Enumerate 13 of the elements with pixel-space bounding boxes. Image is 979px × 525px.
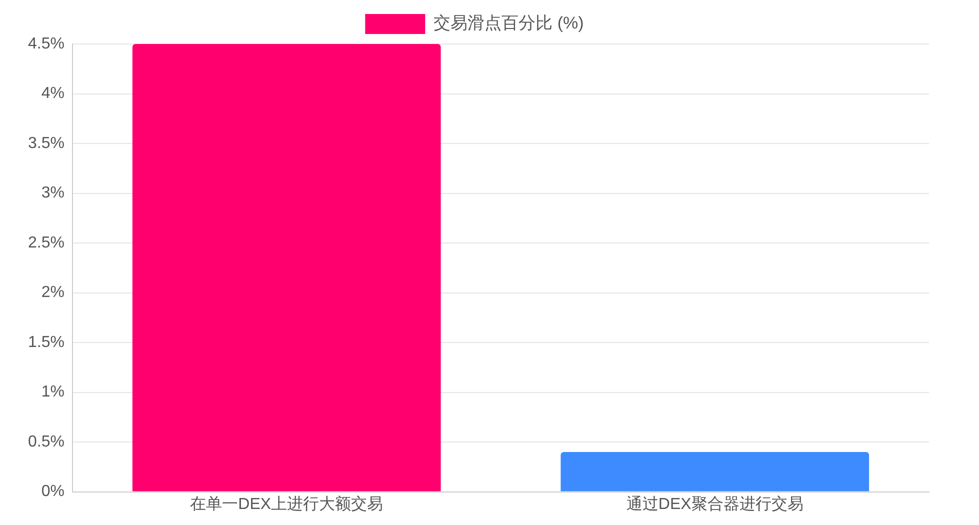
y-tick-label: 3.5% — [28, 134, 64, 152]
y-tick-label: 2.5% — [28, 234, 64, 252]
y-tick-label: 0% — [41, 483, 64, 500]
y-tick-label: 4% — [41, 85, 64, 102]
y-tick-label: 0.5% — [28, 433, 64, 450]
x-tick-label: 通过DEX聚合器进行交易 — [626, 494, 804, 513]
y-tick-label: 4.5% — [28, 35, 64, 52]
y-tick-label: 2% — [41, 284, 64, 302]
y-tick-label: 1.5% — [28, 334, 64, 351]
x-tick-label: 在单一DEX上进行大额交易 — [190, 494, 384, 513]
y-tick-label: 3% — [41, 184, 64, 202]
legend-label: 交易滑点百分比 (%) — [434, 14, 584, 33]
y-tick-label: 1% — [41, 384, 64, 401]
